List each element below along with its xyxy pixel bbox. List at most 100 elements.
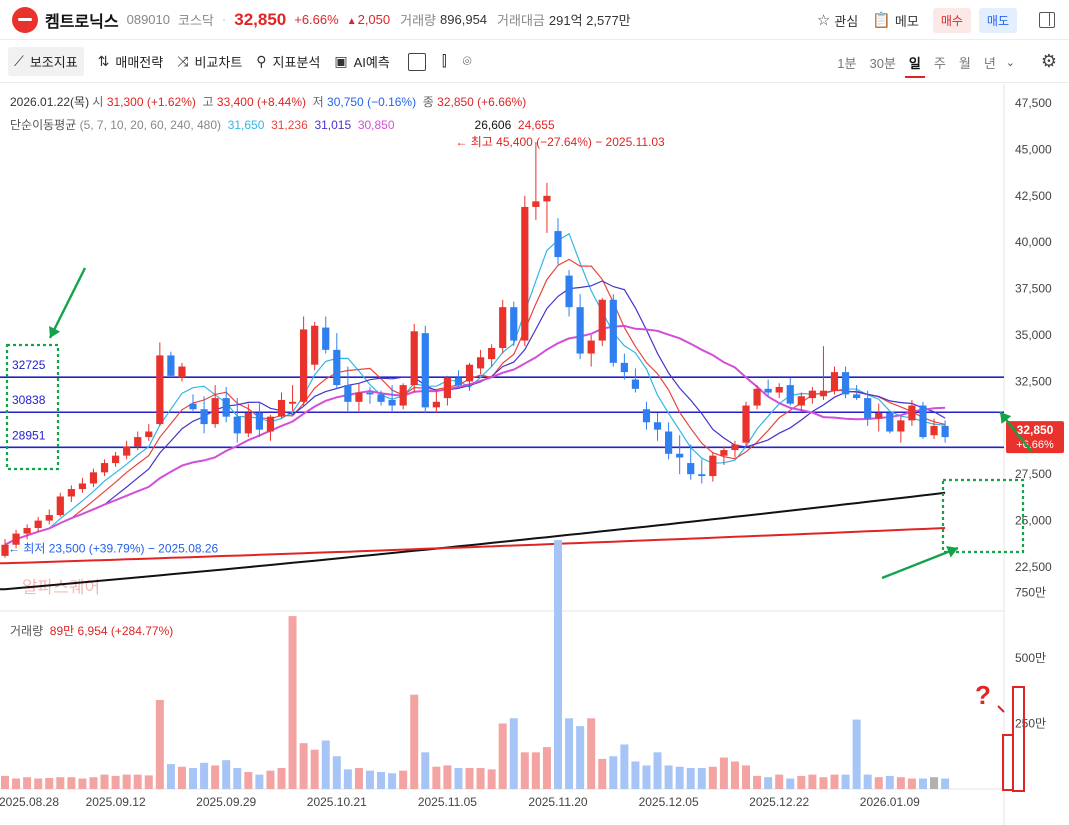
volume-legend-value: 89만 6,954 (+284.77%) bbox=[50, 624, 173, 638]
gear-icon[interactable]: ⚙ bbox=[1040, 51, 1057, 71]
change-amount: 2,050 bbox=[347, 12, 391, 27]
volume-bar bbox=[918, 778, 927, 789]
watch-button[interactable]: ☆ 관심 bbox=[816, 12, 859, 29]
current-price: 32,850 bbox=[234, 9, 287, 29]
ma-legend-value: 31,236 bbox=[271, 118, 314, 132]
volume-bar bbox=[211, 765, 220, 789]
volume-legend: 거래량 89만 6,954 (+284.77%) bbox=[10, 624, 173, 638]
volume-bar bbox=[941, 778, 950, 789]
period-year[interactable]: 년 bbox=[983, 55, 996, 71]
ma-legend-value: 31,650 bbox=[228, 118, 271, 132]
ai-predict-button[interactable]: ▣ AI예측 bbox=[334, 53, 390, 70]
price-tick-label: 37,500 bbox=[1015, 282, 1052, 296]
ohlc-segment: 시 bbox=[89, 95, 107, 109]
volume-value: 896,954 bbox=[440, 12, 488, 27]
candle-body bbox=[288, 401, 297, 404]
volume-bar bbox=[299, 743, 308, 789]
buy-button[interactable]: 매수 bbox=[932, 7, 971, 33]
change-percent: +6.66% bbox=[294, 12, 339, 27]
ma-line bbox=[4, 324, 946, 546]
ma-line-long bbox=[0, 491, 946, 591]
date-tick-label: 2025.11.20 bbox=[528, 795, 587, 809]
candle-body bbox=[919, 405, 927, 438]
period-week[interactable]: 주 bbox=[933, 55, 946, 71]
volume-bar bbox=[443, 765, 452, 789]
candle-body bbox=[576, 307, 584, 354]
candle-body bbox=[488, 347, 496, 360]
candle-body bbox=[255, 412, 263, 430]
indicators-button[interactable]: ⟋ 보조지표 bbox=[8, 47, 84, 76]
level-label: 28951 bbox=[12, 428, 46, 442]
ma-legend-label: 단순이동평균 bbox=[10, 118, 80, 132]
ma-legend: 단순이동평균 (5, 7, 10, 20, 60, 240, 480) 31,6… bbox=[10, 118, 561, 132]
sell-button[interactable]: 매도 bbox=[978, 7, 1017, 33]
chevron-down-icon[interactable]: ⌄ bbox=[1005, 56, 1015, 69]
candle-body bbox=[532, 201, 540, 207]
volume-bar bbox=[487, 769, 496, 789]
volume-bar bbox=[642, 765, 651, 789]
volume-bar bbox=[708, 766, 717, 789]
volume-bar bbox=[885, 775, 894, 789]
volume-bar bbox=[255, 774, 264, 789]
candle-body bbox=[819, 390, 828, 397]
candle-body bbox=[355, 392, 363, 402]
volume-bar bbox=[23, 777, 32, 789]
green-arrow-left bbox=[48, 267, 87, 339]
candle-body bbox=[366, 392, 374, 395]
volume-bar bbox=[653, 752, 662, 789]
analysis-button[interactable]: ⚲ 지표분석 bbox=[256, 53, 321, 70]
volume-bar bbox=[310, 749, 319, 789]
amount-label: 거래대금 bbox=[497, 13, 545, 28]
volume-bar bbox=[609, 756, 618, 789]
candle-body bbox=[1, 544, 9, 556]
red-question-mark: ? bbox=[975, 680, 991, 710]
volume-bar bbox=[686, 768, 695, 789]
strategy-icon: ⇅ bbox=[97, 53, 110, 69]
period-30min[interactable]: 30분 bbox=[869, 55, 896, 71]
volume-bar bbox=[421, 752, 430, 789]
candle-body bbox=[930, 425, 938, 436]
period-1min[interactable]: 1분 bbox=[837, 55, 857, 71]
strategy-button[interactable]: ⇅ 매매전략 bbox=[97, 53, 164, 70]
low-annotation: ← 최저 23,500 (+39.79%) − 2025.08.26 bbox=[8, 541, 219, 555]
star-icon: ☆ bbox=[816, 12, 831, 29]
volume-bar bbox=[365, 770, 374, 789]
volume-bar bbox=[841, 774, 850, 789]
compare-button[interactable]: ⤨ 비교차트 bbox=[177, 53, 243, 70]
candle-body bbox=[841, 372, 850, 395]
volume-bar bbox=[100, 774, 109, 789]
layout-square-icon[interactable] bbox=[407, 52, 426, 71]
stock-code: 089010 bbox=[126, 12, 170, 27]
ohlc-segment: 31,300 (+1.62%) bbox=[107, 95, 196, 109]
period-month[interactable]: 월 bbox=[958, 55, 971, 71]
volume-bar bbox=[111, 775, 120, 789]
last-price-text: 32,850 bbox=[1017, 423, 1054, 437]
side-panel-icon[interactable] bbox=[1039, 12, 1055, 28]
volume-bar bbox=[531, 752, 540, 789]
candle-body bbox=[875, 412, 883, 419]
candle-body bbox=[620, 362, 628, 373]
camera-icon[interactable]: ⌾ bbox=[462, 53, 472, 70]
volume-bar bbox=[200, 762, 209, 789]
candle-body bbox=[78, 483, 87, 490]
date-tick-label: 2025.12.22 bbox=[749, 795, 809, 809]
volume-bar bbox=[332, 756, 341, 789]
stock-name: 켐트로닉스 bbox=[45, 13, 119, 31]
candle-body bbox=[134, 437, 142, 447]
candle-body bbox=[720, 450, 728, 456]
candle-body bbox=[421, 333, 429, 408]
price-tick-label: 22,500 bbox=[1015, 560, 1052, 574]
indicator-icon: ⟋ bbox=[14, 53, 24, 69]
red-tick-mark bbox=[997, 705, 1005, 713]
period-day[interactable]: 일 bbox=[904, 53, 925, 78]
candle-body bbox=[853, 394, 861, 399]
memo-button[interactable]: 📋 메모 bbox=[872, 12, 919, 29]
volume-bar bbox=[288, 616, 297, 789]
clipboard-icon: 📋 bbox=[872, 12, 891, 29]
candle-type-icon[interactable]: ⫿ bbox=[441, 53, 447, 70]
volume-bar bbox=[764, 777, 773, 789]
volume-bar bbox=[509, 718, 518, 789]
volume-bar bbox=[565, 718, 574, 789]
candle-body bbox=[642, 409, 651, 423]
